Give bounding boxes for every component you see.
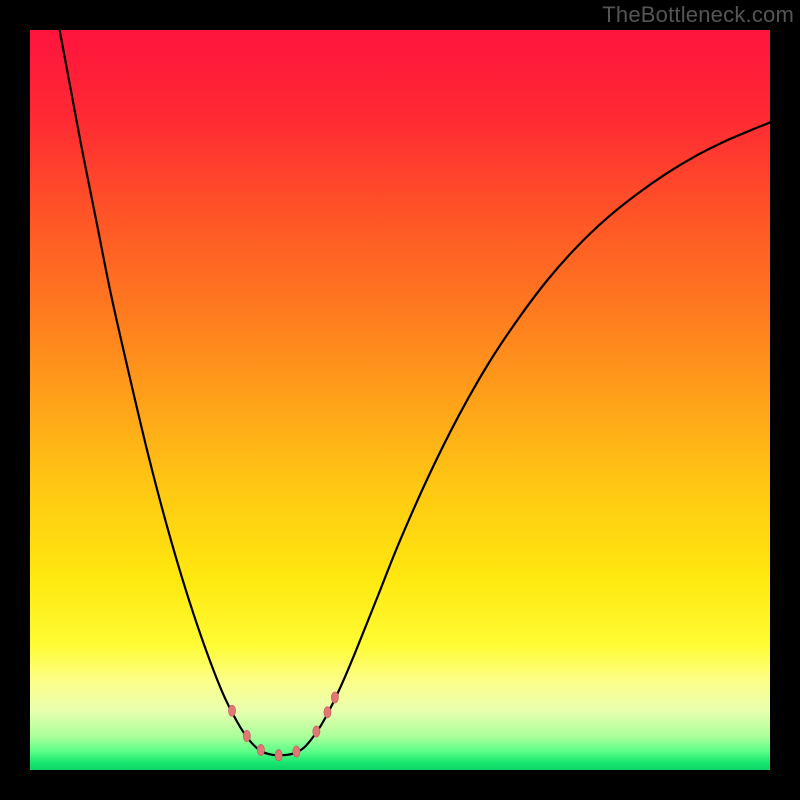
gradient-background bbox=[30, 30, 770, 770]
data-marker bbox=[324, 707, 331, 718]
bottleneck-curve-chart bbox=[30, 30, 770, 770]
data-marker bbox=[257, 744, 264, 755]
data-marker bbox=[293, 746, 300, 757]
data-marker bbox=[313, 726, 320, 737]
plot-area bbox=[30, 30, 770, 770]
data-marker bbox=[228, 705, 235, 716]
chart-outer-frame: TheBottleneck.com bbox=[0, 0, 800, 800]
data-marker bbox=[331, 692, 338, 703]
data-marker bbox=[275, 750, 282, 761]
data-marker bbox=[243, 730, 250, 741]
watermark-text: TheBottleneck.com bbox=[602, 2, 794, 28]
